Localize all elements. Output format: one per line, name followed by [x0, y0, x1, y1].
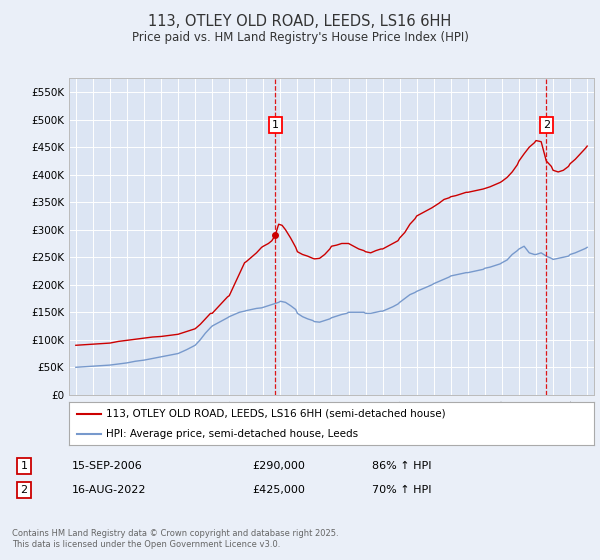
- Text: 113, OTLEY OLD ROAD, LEEDS, LS16 6HH (semi-detached house): 113, OTLEY OLD ROAD, LEEDS, LS16 6HH (se…: [106, 409, 445, 419]
- Text: Price paid vs. HM Land Registry's House Price Index (HPI): Price paid vs. HM Land Registry's House …: [131, 31, 469, 44]
- Text: 2: 2: [20, 485, 28, 495]
- Text: 86% ↑ HPI: 86% ↑ HPI: [372, 461, 431, 471]
- Text: 1: 1: [272, 120, 279, 130]
- Text: 15-SEP-2006: 15-SEP-2006: [72, 461, 143, 471]
- Text: £425,000: £425,000: [252, 485, 305, 495]
- Text: 113, OTLEY OLD ROAD, LEEDS, LS16 6HH: 113, OTLEY OLD ROAD, LEEDS, LS16 6HH: [148, 14, 452, 29]
- Text: Contains HM Land Registry data © Crown copyright and database right 2025.
This d: Contains HM Land Registry data © Crown c…: [12, 529, 338, 549]
- Text: £290,000: £290,000: [252, 461, 305, 471]
- Text: HPI: Average price, semi-detached house, Leeds: HPI: Average price, semi-detached house,…: [106, 430, 358, 439]
- Text: 2: 2: [543, 120, 550, 130]
- Text: 70% ↑ HPI: 70% ↑ HPI: [372, 485, 431, 495]
- Text: 16-AUG-2022: 16-AUG-2022: [72, 485, 146, 495]
- Text: 1: 1: [20, 461, 28, 471]
